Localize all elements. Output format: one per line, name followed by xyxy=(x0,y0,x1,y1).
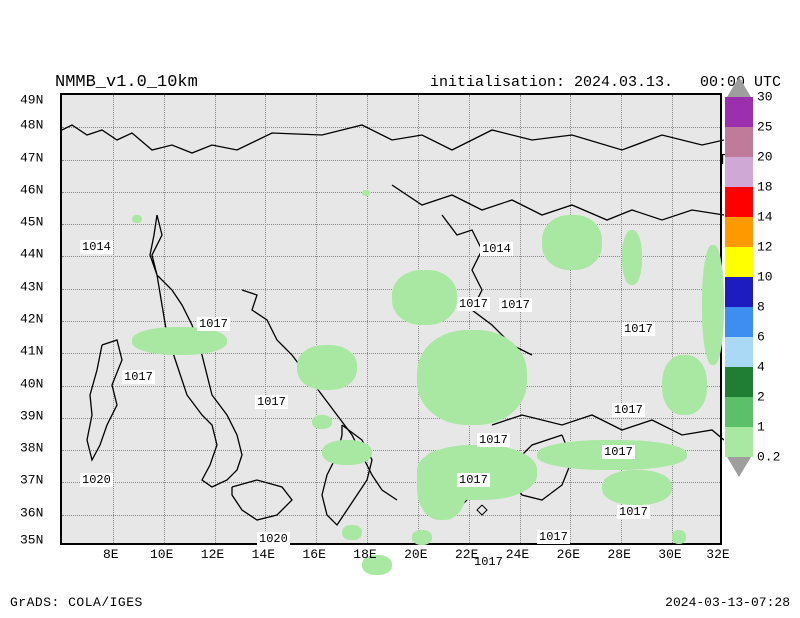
precip-patch xyxy=(662,355,707,415)
colorbar-label: 10 xyxy=(757,270,773,285)
colorbar-segment-18-14 xyxy=(725,187,753,217)
colorbar-segment-12-10 xyxy=(725,247,753,277)
colorbar-label: 2 xyxy=(757,390,765,405)
pressure-label: 1017 xyxy=(602,445,635,459)
precip-patch xyxy=(297,345,357,390)
precip-patch xyxy=(412,530,432,545)
precip-patch xyxy=(702,245,724,365)
colorbar-label: 20 xyxy=(757,150,773,165)
colorbar-segment-10-8 xyxy=(725,277,753,307)
gridline-lon xyxy=(265,95,266,543)
pressure-label: 1017 xyxy=(477,433,510,447)
gridline-lat xyxy=(62,192,720,193)
pressure-label: 1017 xyxy=(622,322,655,336)
pressure-label: 1017 xyxy=(197,317,230,331)
pressure-label: 1017 xyxy=(499,298,532,312)
gridline-lat xyxy=(62,386,720,387)
colorbar-segment-2-1 xyxy=(725,397,753,427)
pressure-label: 1017 xyxy=(612,403,645,417)
precip-patch xyxy=(132,215,142,223)
colorbar-segment-30-25 xyxy=(725,97,753,127)
gridline-lat xyxy=(62,224,720,225)
pressure-label: 1017 xyxy=(457,297,490,311)
pressure-label: 1017 xyxy=(457,473,490,487)
header-section: NMMB_v1.0_10km 1-h Acc.Prec.[kg/m2] init… xyxy=(0,10,800,80)
colorbar-label: 4 xyxy=(757,360,765,375)
gridline-lon xyxy=(672,95,673,543)
gridline-lat xyxy=(62,160,720,161)
colorbar-top-triangle xyxy=(725,77,753,97)
colorbar-label: 18 xyxy=(757,180,773,195)
colorbar-segment-6-4 xyxy=(725,337,753,367)
colorbar-label: 25 xyxy=(757,120,773,135)
gridline-lon xyxy=(113,95,114,543)
timestamp-text: 2024-03-13-07:28 xyxy=(665,595,790,610)
pressure-label: 1017 xyxy=(617,505,650,519)
gridline-lat xyxy=(62,289,720,290)
colorbar-label: 14 xyxy=(757,210,773,225)
gridline-lon xyxy=(570,95,571,543)
map-panel[interactable]: 1014 1014 1017 1017 1017 1017 1017 1017 … xyxy=(60,93,722,545)
precip-patch xyxy=(672,530,686,544)
pressure-label: 1014 xyxy=(480,242,513,256)
colorbar-label: 6 xyxy=(757,330,765,345)
grads-credit-text: GrADS: COLA/IGES xyxy=(10,595,143,610)
colorbar-bottom-triangle xyxy=(725,457,753,477)
precip-patch xyxy=(602,470,672,505)
colorbar-label: 12 xyxy=(757,240,773,255)
precip-patch xyxy=(322,440,372,465)
colorbar-segment-1-02 xyxy=(725,427,753,457)
precip-patch xyxy=(342,525,362,540)
colorbar-segment-8-6 xyxy=(725,307,753,337)
colorbar-label: 30 xyxy=(757,90,773,105)
colorbar-label: 8 xyxy=(757,300,765,315)
precip-patch xyxy=(362,190,370,196)
precip-patch xyxy=(132,327,227,355)
pressure-label: 1014 xyxy=(80,240,113,254)
precip-patch xyxy=(312,415,332,429)
colorbar-segment-4-2 xyxy=(725,367,753,397)
pressure-label: 1017 xyxy=(255,395,288,409)
pressure-label: 1017 xyxy=(537,530,570,544)
gridline-lon xyxy=(367,95,368,543)
gridline-lat xyxy=(62,127,720,128)
pressure-label: 1020 xyxy=(80,473,113,487)
colorbar-segment-14-12 xyxy=(725,217,753,247)
precip-patch xyxy=(622,230,642,285)
colorbar-label: 1 xyxy=(757,420,765,435)
pressure-label: 1017 xyxy=(122,370,155,384)
pressure-label: 1020 xyxy=(257,532,290,546)
colorbar-segment-25-20 xyxy=(725,127,753,157)
colorbar-segment-20-18 xyxy=(725,157,753,187)
gridline-lat xyxy=(62,418,720,419)
colorbar-legend: 30 25 20 18 14 12 10 8 6 4 2 1 0.2 xyxy=(725,95,780,545)
precip-patch xyxy=(392,270,457,325)
colorbar-label: 0.2 xyxy=(757,450,780,465)
precip-patch xyxy=(542,215,602,270)
precip-patch xyxy=(417,330,527,425)
gridline-lon xyxy=(164,95,165,543)
gridline-lon xyxy=(316,95,317,543)
